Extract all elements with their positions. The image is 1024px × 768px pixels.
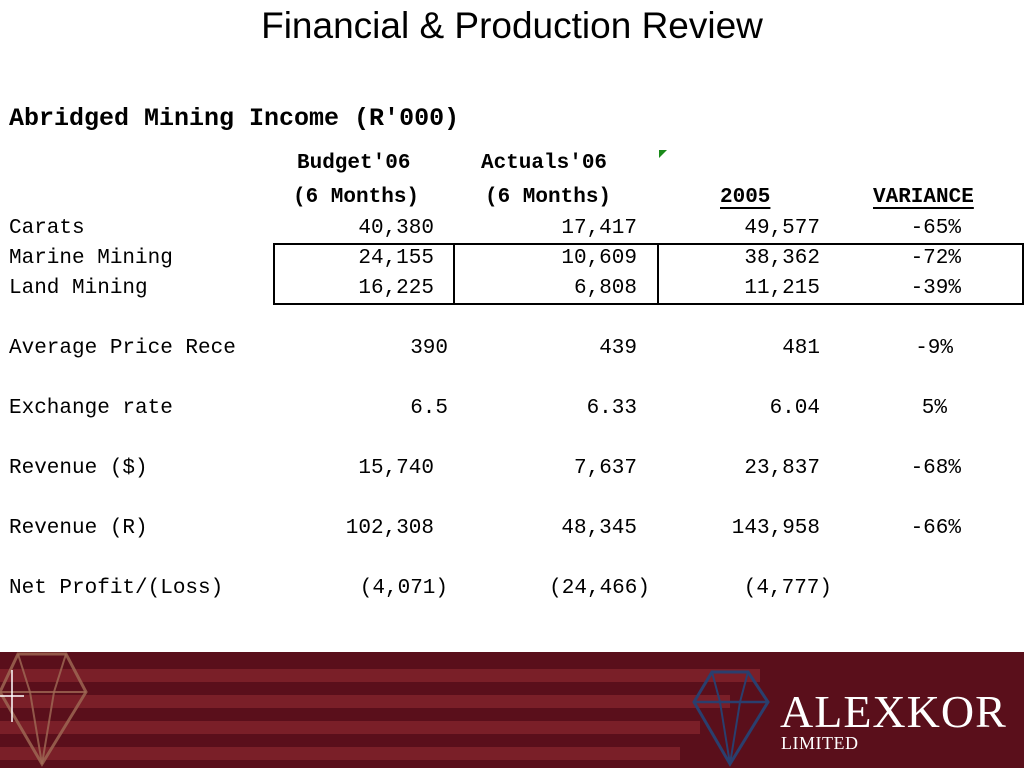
cell-land-budget: 16,225 — [358, 277, 434, 300]
row-label-carats: Carats — [9, 217, 85, 240]
header-actuals-line1: Actuals'06 — [481, 152, 608, 175]
footer-stripe — [0, 695, 730, 708]
cell-revzar-budget: 102,308 — [345, 517, 434, 540]
comment-marker-icon — [659, 150, 667, 158]
cell-revzar-actuals: 48,345 — [561, 517, 637, 540]
cell-netprofit-2005: (4,777) — [743, 577, 832, 600]
cell-marine-2005: 38,362 — [744, 247, 820, 270]
alexkor-diamond-logo-icon — [692, 670, 770, 767]
cell-avgprice-actuals: 439 — [599, 337, 637, 360]
header-budget-line2: (6 Months) — [293, 186, 420, 209]
cell-carats-budget: 40,380 — [358, 217, 434, 240]
footer-stripe — [0, 721, 700, 734]
cell-exrate-budget: 6.5 — [410, 397, 448, 420]
cell-revusd-2005: 23,837 — [744, 457, 820, 480]
cell-marine-actuals: 10,609 — [561, 247, 637, 270]
cell-land-actuals: 6,808 — [573, 277, 637, 300]
cell-revusd-variance: -68% — [910, 457, 961, 480]
cell-carats-variance: -65% — [910, 217, 961, 240]
cell-exrate-2005: 6.04 — [769, 397, 820, 420]
header-2005: 2005 — [720, 186, 771, 209]
cell-avgprice-variance: -9% — [915, 337, 953, 360]
box-divider-2 — [657, 243, 659, 305]
header-budget-line1: Budget'06 — [297, 152, 411, 175]
row-label-revenue-zar: Revenue (R) — [9, 517, 148, 540]
cell-marine-variance: -72% — [910, 247, 961, 270]
box-divider-1 — [453, 243, 455, 305]
cell-revzar-variance: -66% — [910, 517, 961, 540]
header-variance: VARIANCE — [873, 186, 974, 209]
cell-land-2005: 11,215 — [744, 277, 820, 300]
row-label-exchange-rate: Exchange rate — [9, 397, 173, 420]
header-actuals-line2: (6 Months) — [485, 186, 612, 209]
brand-subtitle: LIMITED — [781, 733, 859, 753]
cell-revusd-budget: 15,740 — [358, 457, 434, 480]
row-label-revenue-usd: Revenue ($) — [9, 457, 148, 480]
slide-title: Financial & Production Review — [261, 5, 763, 46]
row-label-land-mining: Land Mining — [9, 277, 148, 300]
cell-revzar-2005: 143,958 — [731, 517, 820, 540]
row-label-marine-mining: Marine Mining — [9, 247, 173, 270]
brand-name: ALEXKOR — [780, 686, 1007, 737]
table-subtitle: Abridged Mining Income (R'000) — [9, 104, 460, 133]
cell-revusd-actuals: 7,637 — [573, 457, 637, 480]
cell-exrate-actuals: 6.33 — [586, 397, 637, 420]
footer-stripe — [0, 669, 760, 682]
row-label-net-profit: Net Profit/(Loss) — [9, 577, 224, 600]
cell-carats-2005: 49,577 — [744, 217, 820, 240]
cell-exrate-variance: 5% — [921, 397, 947, 420]
cell-avgprice-budget: 390 — [410, 337, 448, 360]
cell-marine-budget: 24,155 — [358, 247, 434, 270]
cell-netprofit-budget: (4,071) — [359, 577, 448, 600]
cell-netprofit-actuals: (24,466) — [549, 577, 650, 600]
cell-carats-actuals: 17,417 — [561, 217, 637, 240]
footer-band — [0, 652, 1024, 768]
cell-avgprice-2005: 481 — [782, 337, 820, 360]
mining-box — [273, 243, 1024, 305]
row-label-average-price: Average Price Rece — [9, 337, 236, 360]
diamond-watermark-icon — [0, 652, 88, 767]
cell-land-variance: -39% — [910, 277, 961, 300]
footer-stripe — [0, 747, 680, 760]
